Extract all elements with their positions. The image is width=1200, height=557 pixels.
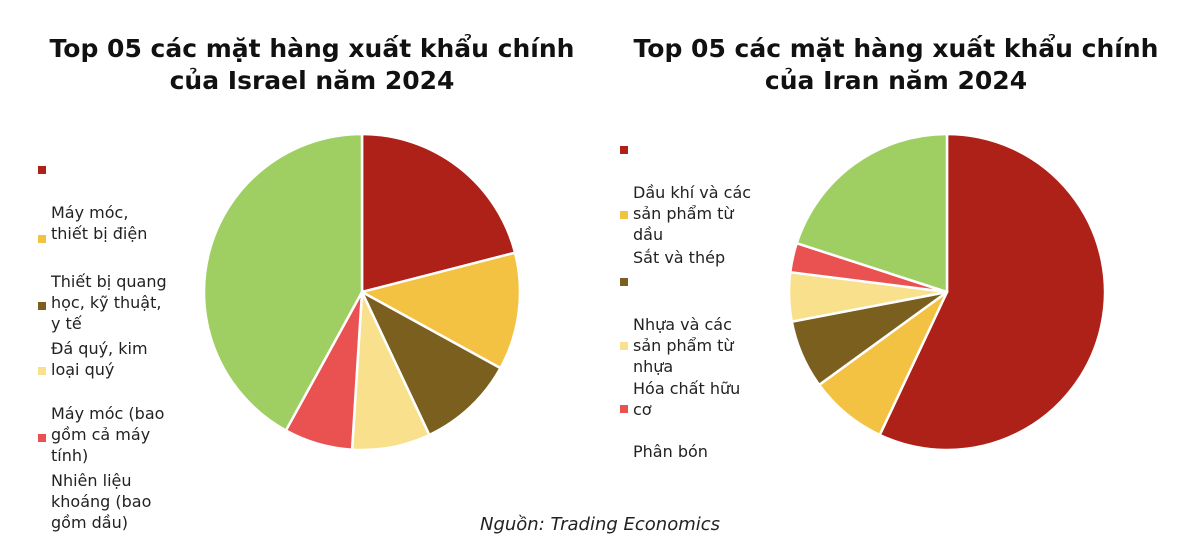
iran-pie-chart	[787, 132, 1107, 452]
israel-legend-swatch	[38, 235, 46, 243]
israel-legend-label: Đá quý, kim loại quý	[51, 339, 148, 379]
iran-legend: Dầu khí và các sản phẩm từ dầu Sắt và th…	[620, 140, 770, 461]
iran-legend-item: Hóa chất hữu cơ	[620, 336, 763, 441]
iran-legend-swatch	[620, 211, 628, 219]
israel-legend-swatch	[38, 434, 46, 442]
iran-pie-slice-6	[795, 132, 949, 294]
iran-title-line-1: Top 05 các mặt hàng xuất khẩu chính	[633, 34, 1159, 63]
israel-legend-label: Nhiên liệu khoáng (bao gồm dầu)	[51, 471, 152, 532]
israel-legend-label: Thiết bị quang học, kỹ thuật, y tế	[51, 272, 167, 333]
israel-pie-slice-3	[360, 290, 502, 437]
israel-legend-label: Máy móc (bao gồm cả máy tính)	[51, 404, 165, 465]
iran-legend-swatch	[620, 342, 628, 350]
israel-legend-label: Máy móc, thiết bị điện	[51, 203, 148, 243]
iran-legend-swatch	[620, 405, 628, 413]
iran-legend-label: Nhựa và các sản phẩm từ nhựa	[633, 315, 734, 376]
israel-legend-item: Nhiên liệu khoáng (bao gồm dầu)	[38, 428, 181, 554]
israel-legend-item: Thiết bị quang học, kỹ thuật, y tế	[38, 229, 181, 355]
iran-pie-slice-1	[878, 132, 1107, 452]
israel-title-line-1: Top 05 các mặt hàng xuất khẩu chính	[49, 34, 575, 63]
iran-chart-title: Top 05 các mặt hàng xuất khẩu chính của …	[616, 33, 1176, 97]
israel-pie-slice-1	[360, 132, 517, 294]
iran-legend-label: Dầu khí và các sản phẩm từ dầu	[633, 183, 752, 244]
israel-chart-title: Top 05 các mặt hàng xuất khẩu chính của …	[32, 33, 592, 97]
israel-legend-swatch	[38, 367, 46, 375]
iran-title-line-2: của Iran năm 2024	[764, 66, 1028, 95]
israel-pie-slice-6	[202, 132, 364, 432]
iran-legend-label: Sắt và thép	[633, 248, 726, 267]
israel-legend-item: Máy móc (bao gồm cả máy tính)	[38, 361, 181, 487]
iran-legend-item: Phân bón	[620, 399, 763, 483]
israel-legend-swatch	[38, 302, 46, 310]
iran-legend-swatch	[620, 146, 628, 154]
israel-pie-chart	[202, 132, 522, 452]
israel-title-line-2: của Israel năm 2024	[169, 66, 455, 95]
iran-legend-item: Sắt và thép	[620, 205, 763, 289]
iran-legend-item: Nhựa và các sản phẩm từ nhựa	[620, 272, 763, 398]
iran-legend-label: Hóa chất hữu cơ	[633, 379, 741, 419]
israel-legend-item: Đá quý, kim loại quý	[38, 296, 181, 401]
iran-legend-item: Dầu khí và các sản phẩm từ dầu	[620, 140, 763, 266]
israel-legend-swatch	[38, 166, 46, 174]
source-note: Nguồn: Trading Economics	[479, 514, 721, 535]
israel-legend-item: Máy móc, thiết bị điện	[38, 160, 181, 265]
iran-legend-label: Phân bón	[633, 442, 708, 461]
israel-legend: Máy móc, thiết bị điện Thiết bị quang họ…	[38, 160, 188, 532]
israel-pie-slice-2	[360, 251, 522, 370]
iran-legend-swatch	[620, 278, 628, 286]
